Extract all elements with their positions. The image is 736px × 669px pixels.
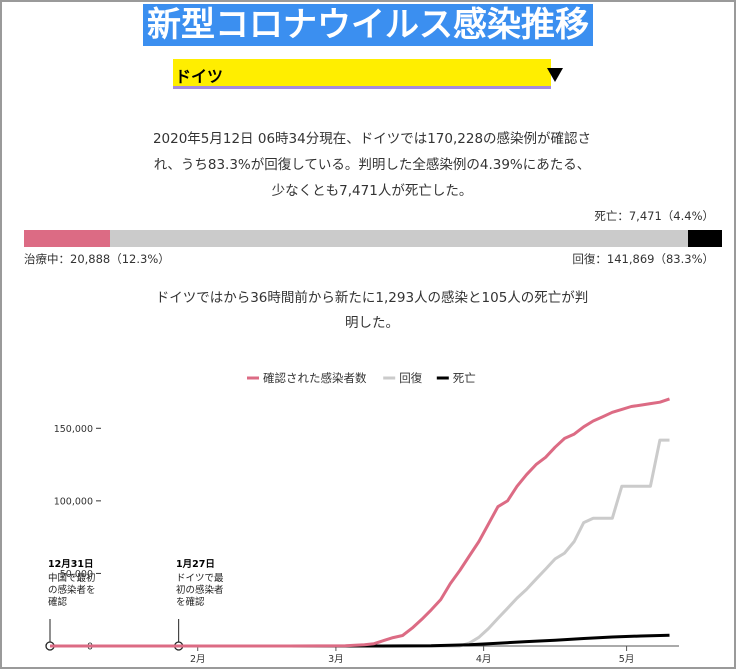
annotation-text: ドイツで最 xyxy=(176,573,224,584)
recovered-segment xyxy=(109,230,689,247)
legend-label: 確認された感染者数 xyxy=(263,371,367,385)
active-count-label: 治療中：20,888（12.3%） xyxy=(24,252,170,266)
summary-text: 2020年5月12日 06時34分現在、ドイツでは170,228の感染例が確認さ… xyxy=(112,126,632,204)
annotation-text: の感染者を xyxy=(48,584,96,596)
series-line-recovered xyxy=(50,438,670,648)
summary-line-2: れ、うち83.3%が回復している。判明した全感染例の4.39%にあたる、 xyxy=(153,157,591,173)
legend-label: 死亡 xyxy=(453,371,476,385)
annotation-text: 中国で最初 xyxy=(48,572,96,584)
dropdown-arrow-icon[interactable] xyxy=(547,68,563,82)
page-title: 新型コロナウイルス感染推移 xyxy=(143,4,593,46)
country-select-value: ドイツ xyxy=(175,67,224,86)
new-cases-line-2: 明した。 xyxy=(345,315,399,331)
x-tick-label: 5月 xyxy=(619,654,635,665)
x-tick-label: 2月 xyxy=(190,654,206,665)
annotation-text: 初の感染者 xyxy=(176,584,224,596)
x-tick-label: 3月 xyxy=(328,654,344,665)
annotation-text: 確認 xyxy=(48,596,68,608)
summary-line-3: 少なくとも7,471人が死亡した。 xyxy=(271,183,473,199)
country-select[interactable]: ドイツ xyxy=(173,59,563,89)
title-wrap: 新型コロナウイルス感染推移 xyxy=(2,2,734,46)
series-line-confirmed xyxy=(50,397,670,648)
active-segment xyxy=(24,230,110,247)
new-cases-text: ドイツではから36時間前から新たに1,293人の感染と105人の死亡が判 明した… xyxy=(112,286,632,336)
new-cases-line-1: ドイツではから36時間前から新たに1,293人の感染と105人の死亡が判 xyxy=(155,290,589,306)
legend-label: 回復 xyxy=(399,371,422,385)
recovered-count-label: 回復：141,869（83.3%） xyxy=(572,252,714,266)
series-line-deaths xyxy=(50,633,670,648)
annotation-text: を確認 xyxy=(176,596,205,608)
y-tick-label: 150,000 xyxy=(54,424,93,435)
annotation-date: 12月31日 xyxy=(48,559,93,570)
case-status-bar xyxy=(24,230,722,247)
y-tick-label: 100,000 xyxy=(54,496,93,507)
death-segment xyxy=(688,230,722,247)
y-tick-label: 50,000 xyxy=(60,569,93,580)
x-tick-label: 4月 xyxy=(476,654,492,665)
death-count-label: 死亡：7,471（4.4%） xyxy=(594,209,714,223)
annotation-date: 1月27日 xyxy=(176,559,215,570)
summary-line-1: 2020年5月12日 06時34分現在、ドイツでは170,228の感染例が確認さ xyxy=(152,131,592,147)
